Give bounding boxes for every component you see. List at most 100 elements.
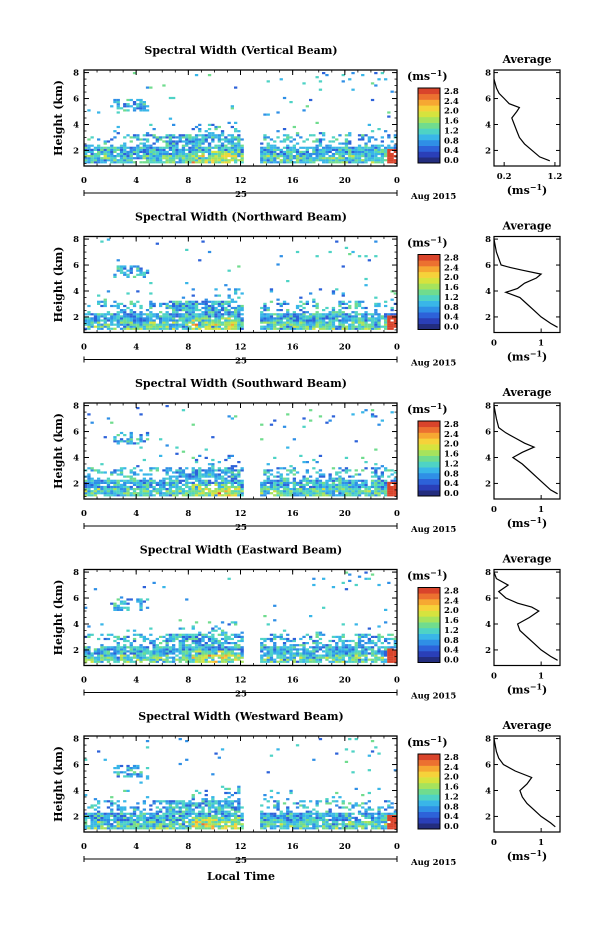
heatmap-cell [106, 155, 111, 158]
heatmap-cell [97, 656, 101, 659]
heatmap-cell [204, 488, 208, 491]
heatmap-cell [185, 648, 189, 651]
heatmap-cell [155, 490, 159, 493]
heatmap-cell [181, 488, 186, 491]
heatmap-cell [145, 479, 150, 482]
panel-5: Spectral Width (Westward Beam)2468Height… [52, 710, 561, 868]
heatmap-cell [152, 823, 156, 826]
heatmap-cell [152, 152, 156, 156]
heatmap-cell [139, 161, 143, 164]
heatmap-cell [273, 479, 277, 482]
heatmap-cell [165, 136, 169, 139]
heatmap-cell [139, 440, 143, 443]
heatmap-cell [367, 138, 371, 141]
heatmap-cell [234, 86, 238, 89]
average-profile-line [493, 78, 551, 162]
heatmap-cell [276, 481, 280, 484]
heatmap-cell [214, 134, 218, 137]
heatmap-cell [224, 473, 228, 476]
heatmap-cell [172, 490, 176, 493]
heatmap-cell [322, 633, 326, 636]
heatmap-cell [230, 637, 234, 641]
heatmap-cell [364, 306, 368, 310]
heatmap-cell [279, 327, 283, 330]
heatmap-cell [136, 325, 140, 328]
heatmap-cell [273, 321, 277, 324]
heatmap-cell [224, 637, 228, 641]
heatmap-cell [142, 148, 146, 151]
heatmap-cell [227, 313, 231, 316]
heatmap-cell [90, 823, 94, 826]
x-tick-label: 20 [339, 343, 351, 353]
heatmap-cell [97, 660, 101, 663]
heatmap-cell [149, 304, 153, 308]
heatmap-cell [136, 650, 140, 653]
heatmap-cell [367, 323, 371, 326]
heatmap-cell [100, 148, 104, 151]
heatmap-cell [204, 315, 208, 318]
heatmap-cell [269, 138, 274, 141]
heatmap-cell [387, 319, 391, 322]
heatmap-cell [240, 492, 244, 495]
heatmap-cell [126, 812, 130, 815]
heatmap-cell [273, 658, 277, 661]
heatmap-cell [364, 658, 368, 661]
heatmap-cell [165, 654, 169, 657]
heatmap-cell [113, 317, 117, 320]
heatmap-cell [119, 467, 124, 470]
heatmap-cell [139, 492, 143, 495]
heatmap-cell [377, 78, 381, 81]
heatmap-cell [110, 494, 114, 497]
heatmap-cell [240, 650, 244, 653]
heatmap-cell [194, 302, 199, 305]
heatmap-cell [152, 325, 156, 328]
heatmap-cell [269, 646, 274, 649]
heatmap-cell [361, 633, 365, 636]
avg-y-tick-label: 2 [485, 479, 491, 489]
heatmap-cell [302, 650, 306, 653]
heatmap-cell [113, 821, 117, 824]
heatmap-cell [110, 814, 114, 817]
heatmap-cell [322, 485, 326, 489]
heatmap-cell [87, 488, 91, 491]
heatmap-cell [201, 321, 205, 324]
heatmap-cell [129, 769, 133, 772]
heatmap-cell [217, 148, 221, 151]
heatmap-cell [211, 648, 215, 651]
heatmap-cell [273, 633, 277, 636]
heatmap-cell [149, 467, 153, 470]
heatmap-cell [142, 650, 146, 653]
heatmap-cell [126, 146, 130, 149]
heatmap-cell [325, 644, 329, 647]
heatmap-cell [341, 150, 345, 153]
heatmap-cell [263, 136, 267, 139]
heatmap-cell [282, 134, 287, 137]
heatmap-cell [106, 477, 111, 480]
heatmap-cell [162, 140, 166, 143]
heatmap-cell [328, 646, 332, 649]
avg-x-tick-label: 0 [491, 339, 497, 349]
heatmap-cell [142, 271, 146, 274]
heatmap-cell [230, 159, 234, 162]
heatmap-cell [188, 319, 192, 322]
heatmap-cell [390, 155, 394, 158]
heatmap-cell [126, 440, 130, 443]
heatmap-cell [123, 646, 127, 649]
heatmap-cell [341, 142, 345, 145]
heatmap-cell [152, 639, 156, 643]
heatmap-cell [328, 148, 332, 151]
heatmap-cell [165, 444, 169, 447]
heatmap-cell [155, 492, 159, 495]
heatmap-cell [175, 136, 179, 139]
heatmap-cell [207, 313, 212, 316]
heatmap-cell [266, 488, 270, 491]
heatmap-cell [263, 490, 267, 493]
heatmap-cell [357, 652, 362, 655]
heatmap-cell [312, 157, 316, 160]
heatmap-cell [338, 471, 342, 474]
heatmap-cell [116, 660, 120, 663]
heatmap-cell [341, 639, 345, 643]
heatmap-cell [145, 309, 150, 312]
heatmap-cell [240, 483, 244, 486]
heatmap-cell [227, 623, 231, 626]
